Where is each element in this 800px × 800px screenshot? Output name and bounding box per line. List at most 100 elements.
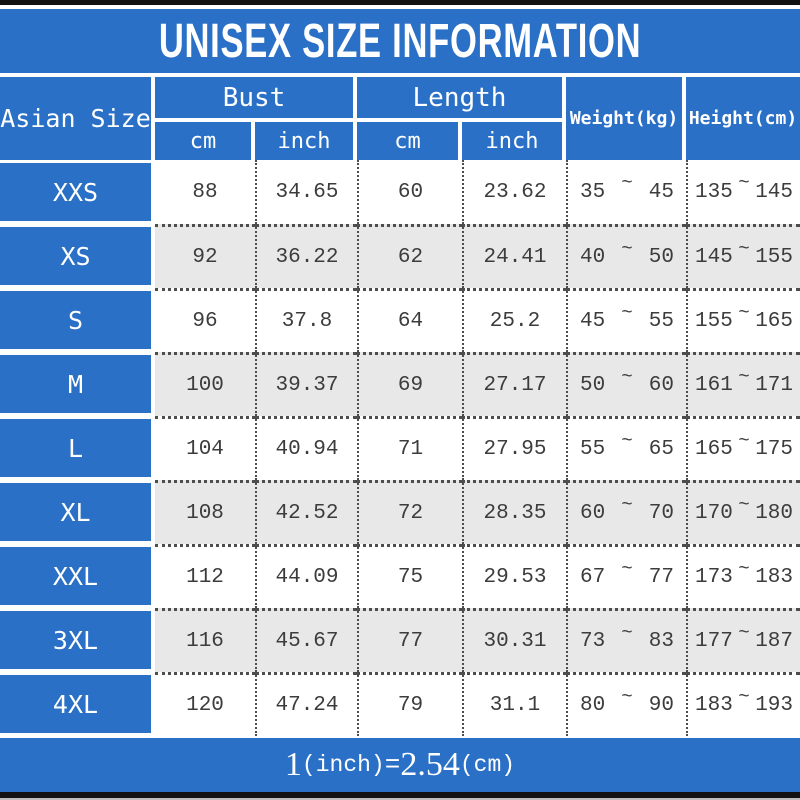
tilde-separator: ~ [738,172,750,194]
height-max: 175 [755,438,793,461]
height-min: 165 [695,438,733,461]
length-cm-cell: 62 [357,224,462,288]
weight-range-cell: 73 ~83 [566,608,686,672]
height-range-cell: 165 ~175 [686,416,800,480]
size-label: XS [0,224,155,288]
height-min: 173 [695,566,733,589]
bust-cm-cell: 108 [155,480,255,544]
bottom-border-bar [0,792,800,798]
length-cm-cell: 79 [357,672,462,736]
size-label: 4XL [0,672,155,736]
length-cm-cell: 75 [357,544,462,608]
height-min: 161 [695,374,733,397]
bust-inch-cell: 36.22 [255,224,357,288]
weight-min: 60 [580,502,606,525]
divider [0,798,800,800]
bust-cm-cell: 104 [155,416,255,480]
conversion-left-unit: (inch) [301,752,385,778]
weight-max: 83 [648,630,674,653]
size-label: M [0,352,155,416]
header-weight: Weight(kg) [566,77,686,160]
height-max: 180 [755,502,793,525]
height-range-cell: 161 ~171 [686,352,800,416]
length-inch-cell: 30.31 [462,608,566,672]
weight-range-cell: 35 ~45 [566,160,686,224]
tilde-separator: ~ [621,557,633,580]
height-min: 155 [695,310,733,333]
weight-min: 67 [580,566,606,589]
weight-max: 77 [648,566,674,589]
tilde-separator: ~ [621,365,633,388]
header-length: Length [357,77,566,122]
table-header: Asian Size Bust Length Weight(kg) Height… [0,77,800,160]
table-row: XXL 112 44.09 75 29.53 67 ~77 173 ~183 [0,544,800,608]
weight-max: 50 [648,246,674,269]
conversion-footer: 1 (inch) = 2.54 (cm) [0,738,800,792]
height-min: 135 [695,180,733,204]
table-row: XXS 88 34.65 60 23.62 35 ~45 135 ~145 [0,160,800,224]
equals-sign: = [384,750,401,780]
weight-range-cell: 80 ~90 [566,672,686,736]
tilde-separator: ~ [621,429,633,452]
tilde-separator: ~ [738,365,750,388]
tilde-separator: ~ [621,172,633,194]
height-max: 183 [755,566,793,589]
height-range-cell: 145 ~155 [686,224,800,288]
weight-min: 73 [580,630,606,653]
bust-cm-cell: 116 [155,608,255,672]
tilde-separator: ~ [621,237,633,260]
weight-range-cell: 50 ~60 [566,352,686,416]
weight-min: 40 [580,246,606,269]
height-range-cell: 183 ~193 [686,672,800,736]
bust-inch-cell: 45.67 [255,608,357,672]
tilde-separator: ~ [621,621,633,644]
length-inch-cell: 29.53 [462,544,566,608]
weight-max: 90 [648,694,674,717]
conversion-right-value: 2.54 [400,746,460,783]
height-min: 177 [695,630,733,653]
bust-cm-cell: 112 [155,544,255,608]
bust-cm-cell: 100 [155,352,255,416]
height-max: 165 [755,310,793,333]
bust-cm-cell: 88 [192,180,218,204]
height-min: 170 [695,502,733,525]
length-cm-cell: 72 [357,480,462,544]
table-row: 4XL 120 47.24 79 31.1 80 ~90 183 ~193 [0,672,800,736]
divider [0,73,800,77]
title-bar: UNISEX SIZE INFORMATION [0,9,800,73]
size-label: XXL [0,544,155,608]
weight-min: 80 [580,694,606,717]
bust-cm-cell: 96 [155,288,255,352]
bust-inch-cell: 34.65 [255,160,357,224]
height-max: 193 [755,694,793,717]
table-row: M 100 39.37 69 27.17 50 ~60 161 ~171 [0,352,800,416]
header-length-cm: cm [357,122,462,160]
bust-inch-cell: 44.09 [255,544,357,608]
weight-range-cell: 45 ~55 [566,288,686,352]
length-cm-cell: 71 [357,416,462,480]
weight-min: 45 [580,310,606,333]
length-inch-cell: 31.1 [462,672,566,736]
height-range-cell: 173 ~183 [686,544,800,608]
bust-inch-cell: 37.8 [255,288,357,352]
height-min: 145 [695,246,733,269]
table-row: XL 108 42.52 72 28.35 60 ~70 170 ~180 [0,480,800,544]
table-row: XS 92 36.22 62 24.41 40 ~50 145 ~155 [0,224,800,288]
conversion-left-value: 1 [284,746,302,783]
divider [0,5,800,9]
header-bust: Bust [155,77,357,122]
header-asian-size: Asian Size [0,77,155,160]
header-length-inch: inch [462,122,566,160]
tilde-separator: ~ [738,237,750,260]
tilde-separator: ~ [738,301,750,324]
conversion-right-unit: (cm) [459,752,516,778]
tilde-separator: ~ [621,685,633,708]
weight-max: 70 [648,502,674,525]
weight-range-cell: 67 ~77 [566,544,686,608]
size-label: L [0,416,155,480]
weight-max: 45 [648,180,674,204]
bust-inch-cell: 42.52 [255,480,357,544]
height-range-cell: 135 ~145 [686,160,800,224]
bust-cm-cell: 92 [155,224,255,288]
